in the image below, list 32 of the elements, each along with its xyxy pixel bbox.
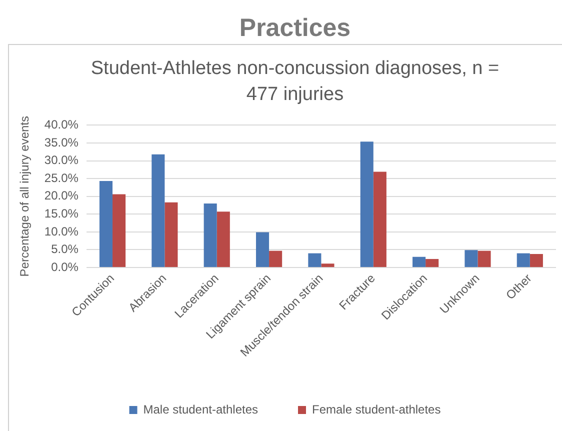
y-tick-label: 15.0% — [44, 206, 79, 220]
bar — [478, 250, 491, 268]
y-tick-label: 25.0% — [44, 170, 79, 185]
bar — [204, 203, 217, 268]
y-tick-label: 0.0% — [51, 260, 79, 274]
bar — [373, 172, 386, 268]
y-tick-label: 40.0% — [44, 118, 79, 132]
y-tick-label: 20.0% — [44, 188, 79, 203]
bar — [152, 154, 165, 268]
bar — [112, 194, 126, 268]
chart-title: Practices — [238, 14, 352, 43]
bar — [360, 142, 374, 268]
y-tick-label: 10.0% — [44, 224, 79, 238]
legend-label: Female student-athletes — [312, 402, 441, 416]
bar — [256, 232, 270, 268]
bar — [269, 250, 282, 268]
y-tick-label: 5.0% — [51, 242, 79, 256]
chart-subtitle: Student-Athletes non-concussion diagnoses, n = 477 injuries — [90, 57, 500, 107]
legend-label: Male student-athletes — [143, 402, 258, 416]
bar — [164, 202, 178, 268]
bar — [530, 254, 543, 268]
y-tick-label: 30.0% — [44, 153, 79, 168]
bar — [99, 181, 113, 268]
bar — [308, 253, 322, 268]
bar — [516, 253, 530, 268]
bar — [464, 250, 478, 268]
bar — [321, 264, 334, 268]
bar — [412, 256, 426, 268]
y-axis-title: Percentage of all injury events — [18, 116, 32, 277]
y-tick-label: 35.0% — [44, 135, 79, 150]
bar — [216, 212, 230, 268]
bar — [426, 258, 439, 268]
